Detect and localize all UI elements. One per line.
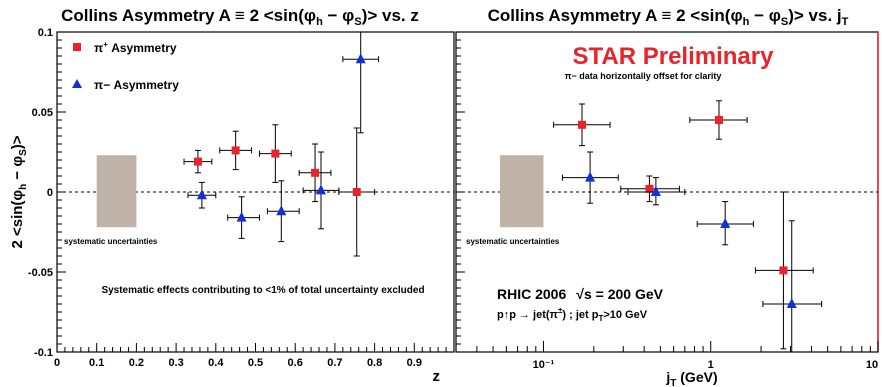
right-chart-title: Collins Asymmetry A ≡ 2 <sin(φh − φS)> v… (488, 6, 849, 28)
y-tick-label: 0.1 (38, 27, 53, 39)
y-tick-label: -0.05 (28, 267, 53, 279)
offset-note: π− data horizontally offset for clarity (565, 71, 722, 81)
x-tick-label: 0.2 (129, 357, 144, 369)
legend-pi-plus-marker (73, 43, 81, 51)
reaction-label: p↑p → jet(π±) ; jet pT>10 GeV (497, 306, 648, 323)
pi-plus-point (193, 157, 202, 166)
pi-minus-point (236, 211, 247, 222)
left-x-axis-label: z (433, 368, 441, 385)
right-x-axis-label: jT (GeV) (665, 369, 717, 387)
x-tick-label: 0.6 (288, 357, 303, 369)
pi-minus-point (355, 53, 366, 64)
pi-minus-point (276, 205, 287, 216)
left-legend: π+ Asymmetry π− Asymmetry (72, 40, 179, 92)
right-systematic-label: systematic uncertainties (466, 237, 560, 246)
x-tick-label-log: 10 (866, 359, 878, 371)
pi-minus-point (786, 298, 797, 308)
x-tick-label: 0.5 (248, 357, 263, 369)
star-preliminary-label: STAR Preliminary (573, 43, 775, 70)
x-tick-label: 0.7 (327, 357, 342, 369)
pi-minus-point (720, 218, 731, 228)
x-tick-label: 0.4 (208, 357, 224, 369)
legend-pi-minus-label: π− Asymmetry (94, 78, 179, 92)
pi-plus-point (645, 184, 654, 193)
pi-plus-point (578, 120, 587, 129)
y-tick-label: 0 (47, 187, 53, 199)
pi-minus-point (650, 186, 661, 196)
pi-minus-point (316, 184, 327, 195)
y-axis-label: 2 <sin(φh − φS)> (9, 135, 29, 248)
y-tick-label: -0.1 (34, 347, 53, 359)
x-tick-label: 0.3 (168, 357, 183, 369)
pi-minus-point (196, 189, 207, 200)
left-footnote: Systematic effects contributing to <1% o… (101, 285, 424, 296)
y-tick-label: 0.05 (32, 107, 53, 119)
legend-pi-plus-label: π+ Asymmetry (94, 40, 177, 55)
x-tick-label-log: 10⁻¹ (533, 359, 555, 371)
left-systematic-label: systematic uncertainties (64, 237, 158, 246)
pi-plus-point (352, 188, 361, 196)
pi-plus-point (779, 266, 788, 275)
pi-plus-point (231, 146, 240, 155)
pi-minus-point (585, 171, 596, 182)
systematic-band (96, 155, 137, 228)
pi-plus-point (311, 168, 320, 177)
left-chart-title: Collins Asymmetry A ≡ 2 <sin(φh − φS)> v… (61, 6, 419, 28)
x-tick-label: 0.9 (407, 357, 422, 369)
pi-plus-point (271, 149, 280, 158)
legend-pi-minus-marker (72, 79, 82, 88)
x-tick-label-log: 1 (708, 359, 714, 371)
x-tick-label: 0.8 (367, 357, 382, 369)
pi-plus-point (714, 116, 723, 124)
x-tick-label: 0 (54, 357, 60, 369)
x-tick-label: 0.1 (89, 357, 104, 369)
rhic-label: RHIC 2006 √s = 200 GeV (497, 286, 664, 302)
systematic-band (500, 155, 544, 228)
